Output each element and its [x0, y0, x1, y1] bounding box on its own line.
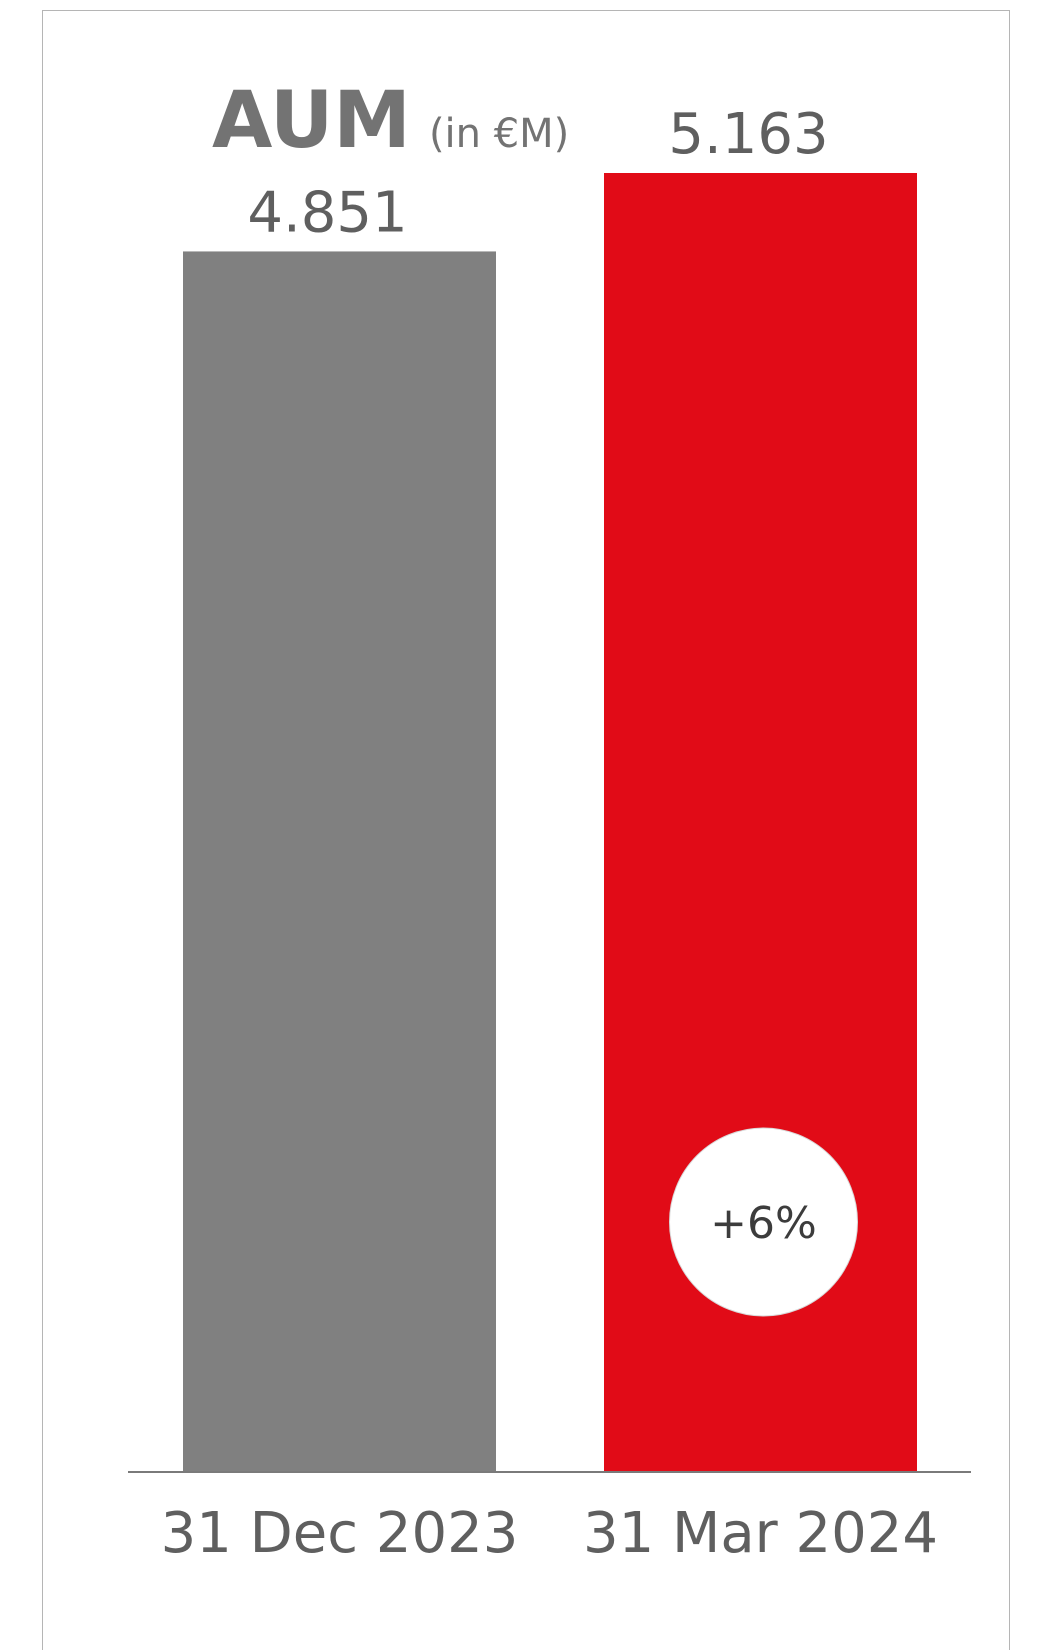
labels-layer: 4.851 31 Dec 2023 5.163 31 Mar 2024 [161, 102, 938, 1566]
value-label-2: 5.163 [668, 102, 828, 167]
chart-frame [42, 10, 1010, 1650]
growth-badge-text: +6% [710, 1198, 817, 1249]
chart-subtitle: (in €M) [429, 111, 569, 157]
category-label-1: 31 Dec 2023 [161, 1501, 519, 1566]
bar-1 [183, 251, 496, 1472]
growth-badge [669, 1127, 858, 1317]
category-label-2: 31 Mar 2024 [583, 1501, 938, 1566]
bars-layer [183, 173, 917, 1472]
chart-title: AUM [212, 76, 411, 166]
annotation-layer: +6% [669, 1127, 858, 1317]
value-label-1: 4.851 [247, 180, 407, 245]
